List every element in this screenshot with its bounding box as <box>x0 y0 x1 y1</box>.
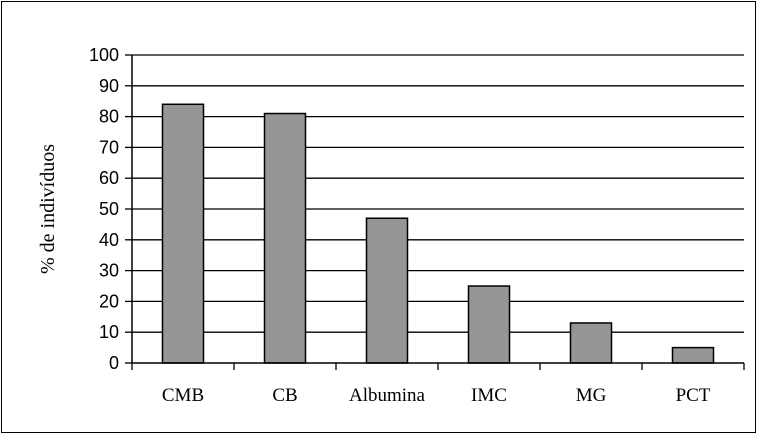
y-tick-label: 20 <box>99 291 119 311</box>
gridlines <box>132 54 744 333</box>
bar <box>365 217 409 364</box>
x-tick-labels: CMB CB Albumina IMC MG PCT <box>162 385 711 406</box>
y-tick-label: 90 <box>99 76 119 96</box>
y-tick-labels: 0 10 20 30 40 50 60 70 80 90 100 <box>89 45 119 373</box>
y-tick-label: 100 <box>89 45 119 65</box>
bar <box>569 322 613 364</box>
y-tick-label: 30 <box>99 261 119 281</box>
bar <box>467 285 511 364</box>
y-axis-label: % de indivíduos <box>37 144 59 274</box>
y-tick-label: 70 <box>99 137 119 157</box>
y-tick-label: 80 <box>99 107 119 127</box>
bar <box>671 346 715 364</box>
bar <box>263 112 307 364</box>
bar <box>161 103 205 364</box>
y-tick-label: 0 <box>109 353 119 373</box>
x-tick-label: IMC <box>471 385 507 406</box>
axes <box>125 54 745 370</box>
x-tick-label: CB <box>272 385 297 406</box>
y-tick-label: 50 <box>99 199 119 219</box>
y-tick-label: 60 <box>99 168 119 188</box>
bars <box>161 103 715 364</box>
y-tick-label: 10 <box>99 322 119 342</box>
x-tick-label: PCT <box>676 385 711 406</box>
x-tick-label: Albumina <box>349 385 426 406</box>
x-tick-label: MG <box>576 385 607 406</box>
y-tick-label: 40 <box>99 230 119 250</box>
x-tick-label: CMB <box>162 385 204 406</box>
